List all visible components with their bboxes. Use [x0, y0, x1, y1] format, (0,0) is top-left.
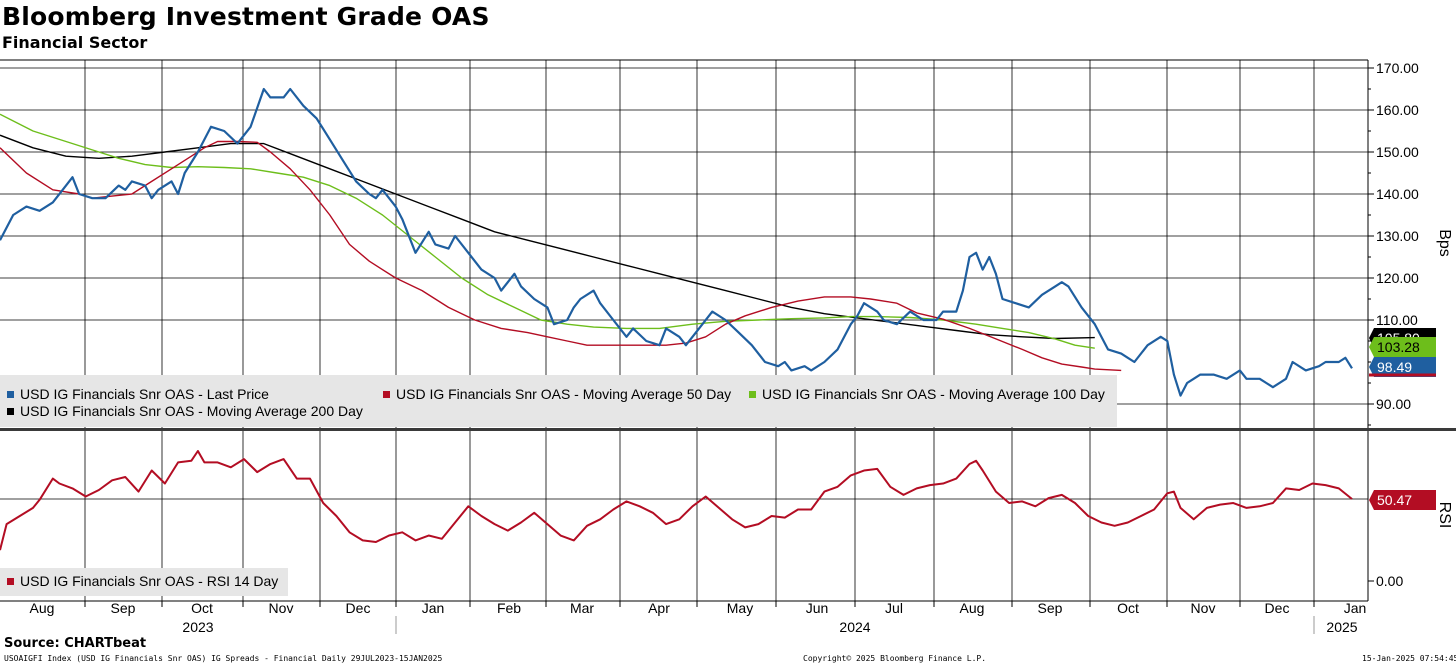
y-tick-label: 110.00: [1376, 312, 1418, 328]
x-tick-label: Aug: [30, 600, 55, 616]
x-tick-label: Nov: [1191, 600, 1216, 616]
x-year-label: 2025: [1326, 619, 1357, 635]
panel-separator: [0, 428, 1456, 431]
y-tick-label: 170.00: [1376, 60, 1419, 76]
x-tick-label: Sep: [111, 600, 136, 616]
x-tick-label: Dec: [1265, 600, 1290, 616]
index-info: USOAIGFI Index (USD IG Financials Snr OA…: [4, 654, 443, 663]
ma100-line: [0, 113, 1095, 349]
x-tick-label: Oct: [191, 600, 213, 616]
x-tick-label: Jun: [806, 600, 829, 616]
legend-label: USD IG Financials Snr OAS - Moving Avera…: [396, 386, 731, 402]
x-tick-label: Jan: [422, 600, 445, 616]
last-price-line: [0, 87, 1353, 397]
legend-box: [0, 568, 288, 596]
y-tick-label: 120.00: [1376, 270, 1419, 286]
value-label: 50.47: [1377, 492, 1412, 508]
legend-box: [0, 375, 1117, 427]
x-tick-label: Apr: [648, 600, 670, 616]
x-year-label: 2024: [839, 619, 870, 635]
value-label-box: [1369, 357, 1436, 377]
x-tick-label: Aug: [960, 600, 985, 616]
rsi-line: [0, 450, 1353, 551]
legend-label: USD IG Financials Snr OAS - RSI 14 Day: [20, 573, 278, 589]
y-tick-label: 160.00: [1376, 102, 1419, 118]
x-tick-label: May: [727, 600, 753, 616]
legend-swatch: [383, 391, 390, 398]
y-axis-title: RSI: [1436, 502, 1453, 529]
chart-title: Bloomberg Investment Grade OAS: [2, 2, 490, 31]
ma200-line: [0, 134, 1095, 340]
x-tick-label: Feb: [497, 600, 521, 616]
x-tick-label: Jul: [885, 600, 903, 616]
source-note: Source: CHARTbeat: [4, 636, 147, 651]
legend-swatch: [7, 391, 14, 398]
y-axis-title: Bps: [1436, 229, 1453, 257]
y-tick-label: 90.00: [1376, 396, 1411, 412]
series-layer: [0, 87, 1353, 551]
value-label-box: [1369, 337, 1436, 357]
value-label-box: [1369, 490, 1436, 510]
y-tick-label: 140.00: [1376, 186, 1419, 202]
x-tick-label: Oct: [1117, 600, 1139, 616]
x-tick-label: Sep: [1038, 600, 1063, 616]
chart-subtitle: Financial Sector: [2, 33, 148, 52]
ma50-line: [0, 140, 1122, 372]
legend-label: USD IG Financials Snr OAS - Moving Avera…: [762, 386, 1105, 402]
axis-layer: 170.00 160.00 150.00 140.00 130.00 120.00 110.…: [30, 60, 1453, 635]
x-tick-label: Nov: [269, 600, 294, 616]
x-tick-label: Jan: [1344, 600, 1367, 616]
legend-layer: USD IG Financials Snr OAS - Last Price US…: [0, 375, 1117, 596]
value-label: 98.49: [1377, 359, 1412, 375]
x-tick-label: Mar: [570, 600, 594, 616]
legend-swatch: [749, 391, 756, 398]
legend-swatch: [7, 408, 14, 415]
y-tick-label: 130.00: [1376, 228, 1419, 244]
x-year-label: 2023: [182, 619, 213, 635]
y-tick-label: 150.00: [1376, 144, 1419, 160]
value-label: 103.28: [1377, 339, 1420, 355]
y-tick-label: 0.00: [1376, 573, 1403, 589]
legend-label: USD IG Financials Snr OAS - Last Price: [20, 386, 269, 402]
x-tick-label: Dec: [346, 600, 371, 616]
legend-swatch: [7, 578, 14, 585]
timestamp: 15-Jan-2025 07:54:45: [1362, 654, 1456, 663]
grid-layer: [0, 59, 1456, 602]
legend-label: USD IG Financials Snr OAS - Moving Avera…: [20, 403, 363, 419]
copyright-note: Copyright© 2025 Bloomberg Finance L.P.: [803, 654, 987, 663]
